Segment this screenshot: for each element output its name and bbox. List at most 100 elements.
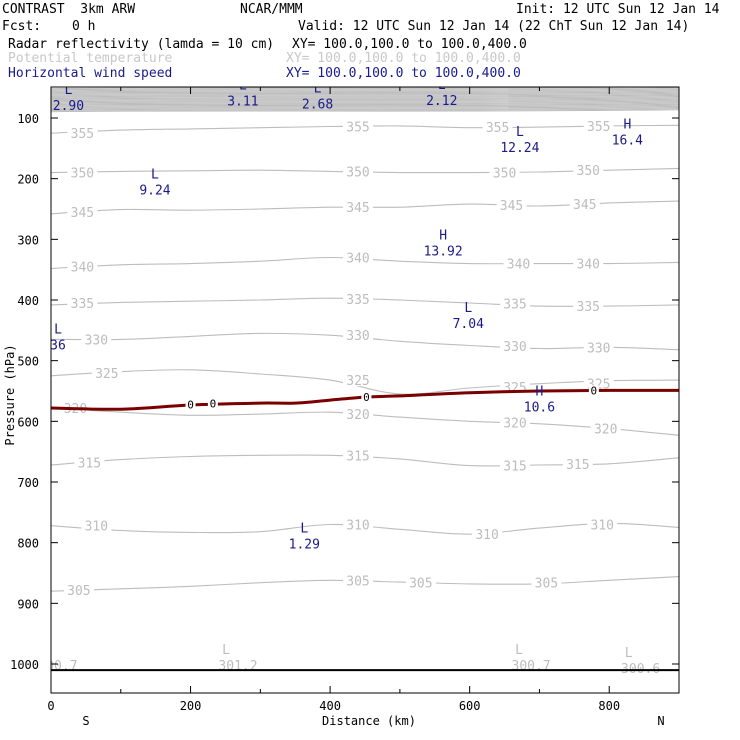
theta-label-bg <box>500 458 531 472</box>
zero-label-bg <box>207 398 218 409</box>
field-wind: Horizontal wind speed <box>8 66 173 81</box>
theta-label: 310 <box>85 520 108 535</box>
theta-contour-top <box>51 100 679 104</box>
x-tick-label: 400 <box>319 699 341 713</box>
theta-contour-top <box>51 108 679 112</box>
wind-extremum-marker: L <box>54 322 62 337</box>
field-theta-xy: XY= 100.0,100.0 to 100.0,400.0 <box>286 51 521 66</box>
theta-contour-325 <box>51 369 679 395</box>
theta-contours: 355 355 355 355 350 350 350 350 345 345 345 345 340 3… <box>38 87 679 677</box>
theta-label: 335 <box>577 300 600 315</box>
y-tick-label: 300 <box>17 233 39 247</box>
theta-label-bg <box>472 527 503 541</box>
valid-time: Valid: 12 UTC Sun 12 Jan 14 (22 ChT Sun … <box>298 19 690 34</box>
theta-label-bg <box>573 299 604 313</box>
theta-contour-top <box>51 89 679 93</box>
theta-label: 325 <box>346 374 369 389</box>
wind-extremum-value: 36 <box>50 338 66 353</box>
wind-extremum-value: 2.68 <box>302 98 333 113</box>
theta-contour-top <box>51 87 679 90</box>
theta-label: 355 <box>346 120 369 135</box>
theta-label: 315 <box>503 460 526 475</box>
y-tick-label: 600 <box>17 415 39 429</box>
theta-label-bg <box>343 164 374 178</box>
theta-contour-top <box>51 105 679 109</box>
zero-label-bg <box>185 399 196 410</box>
theta-label: 335 <box>503 298 526 313</box>
theta-contour-top <box>51 96 679 99</box>
theta-label-bg <box>343 119 374 133</box>
theta-contour-top <box>51 103 679 107</box>
theta-label: 355 <box>486 121 509 136</box>
theta-contour-top <box>51 101 679 105</box>
theta-label-bg <box>503 256 534 270</box>
theta-extremum-marker: L <box>515 643 523 658</box>
theta-contour-top <box>51 102 679 106</box>
theta-label: 340 <box>577 258 600 273</box>
theta-label-bg <box>67 296 98 310</box>
theta-label-bg <box>573 163 604 177</box>
wind-extremum-value: 13.92 <box>424 244 463 259</box>
theta-label: 315 <box>566 458 589 473</box>
theta-label-bg <box>343 373 374 387</box>
wind-extremum-marker: L <box>300 521 308 536</box>
zero-contour: 0 0 0 0 <box>51 384 679 411</box>
zero-contour-label: 0 <box>210 398 217 411</box>
wind-extremum-marker: L <box>516 125 524 140</box>
wind-extremum-value: 9.24 <box>139 184 170 199</box>
theta-label-bg <box>63 582 94 596</box>
theta-label: 305 <box>346 574 369 589</box>
theta-label: 340 <box>346 252 369 267</box>
theta-label: 330 <box>587 341 610 356</box>
theta-contour-top <box>51 107 679 110</box>
theta-label-bg <box>405 575 436 589</box>
theta-contour-top <box>51 94 679 98</box>
init-time: Init: 12 UTC Sun 12 Jan 14 <box>516 2 720 17</box>
wind-extremum-marker: L <box>464 301 472 316</box>
theta-label: 345 <box>573 198 596 213</box>
theta-label: 310 <box>346 518 369 533</box>
theta-label: 345 <box>500 199 523 214</box>
y-tick-label: 100 <box>17 112 39 126</box>
theta-label-bg <box>67 259 98 273</box>
theta-label-bg <box>500 296 531 310</box>
x-tick-label: 600 <box>459 699 481 713</box>
theta-contour-top <box>51 92 679 96</box>
wind-extrema: L2.90L3.11L2.68L2.12L12.24H16.4L9.24H13.… <box>50 79 643 552</box>
theta-label-bg <box>74 455 105 469</box>
theta-label: 355 <box>587 120 610 135</box>
theta-label-bg <box>67 165 98 179</box>
axes: 100 200 300 400 500 600 700 800 900 1000 0 200 400 60… <box>10 86 680 713</box>
wind-extremum-marker: H <box>439 228 447 243</box>
zero-contour-line <box>51 388 679 411</box>
theta-label: 305 <box>409 577 432 592</box>
endpoint-left-label: S <box>82 714 89 728</box>
field-reflectivity-xy: XY= 100.0,100.0 to 100.0,400.0 <box>292 37 527 52</box>
zero-contour-label: 0 <box>363 391 370 404</box>
wind-extremum-marker: H <box>536 384 544 399</box>
theta-label: 325 <box>95 367 118 382</box>
field-theta: Potential temperature <box>8 51 173 66</box>
theta-contour-top <box>51 91 679 95</box>
theta-label-bg <box>482 120 513 134</box>
theta-label-bg <box>343 328 374 342</box>
field-reflectivity: Radar reflectivity (lamda = 10 cm) <box>8 37 275 52</box>
y-axis-label: Pressure (hPa) <box>3 344 17 445</box>
theta-label: 320 <box>503 417 526 432</box>
theta-label: 310 <box>591 518 614 533</box>
theta-label: 320 <box>346 408 369 423</box>
theta-label: 305 <box>67 584 90 599</box>
theta-contour-top <box>51 93 679 97</box>
theta-label-bg <box>489 165 520 179</box>
theta-label-bg <box>583 340 614 354</box>
theta-extremum-value: 300.7 <box>38 659 77 674</box>
theta-label: 330 <box>346 329 369 344</box>
wind-extremum-marker: L <box>239 79 247 94</box>
wind-extremum-value: 1.29 <box>289 537 320 552</box>
theta-label: 350 <box>71 167 94 182</box>
theta-label-bg <box>583 118 614 132</box>
theta-label: 345 <box>71 206 94 221</box>
x-tick-label: 800 <box>598 699 620 713</box>
theta-label: 335 <box>71 297 94 312</box>
